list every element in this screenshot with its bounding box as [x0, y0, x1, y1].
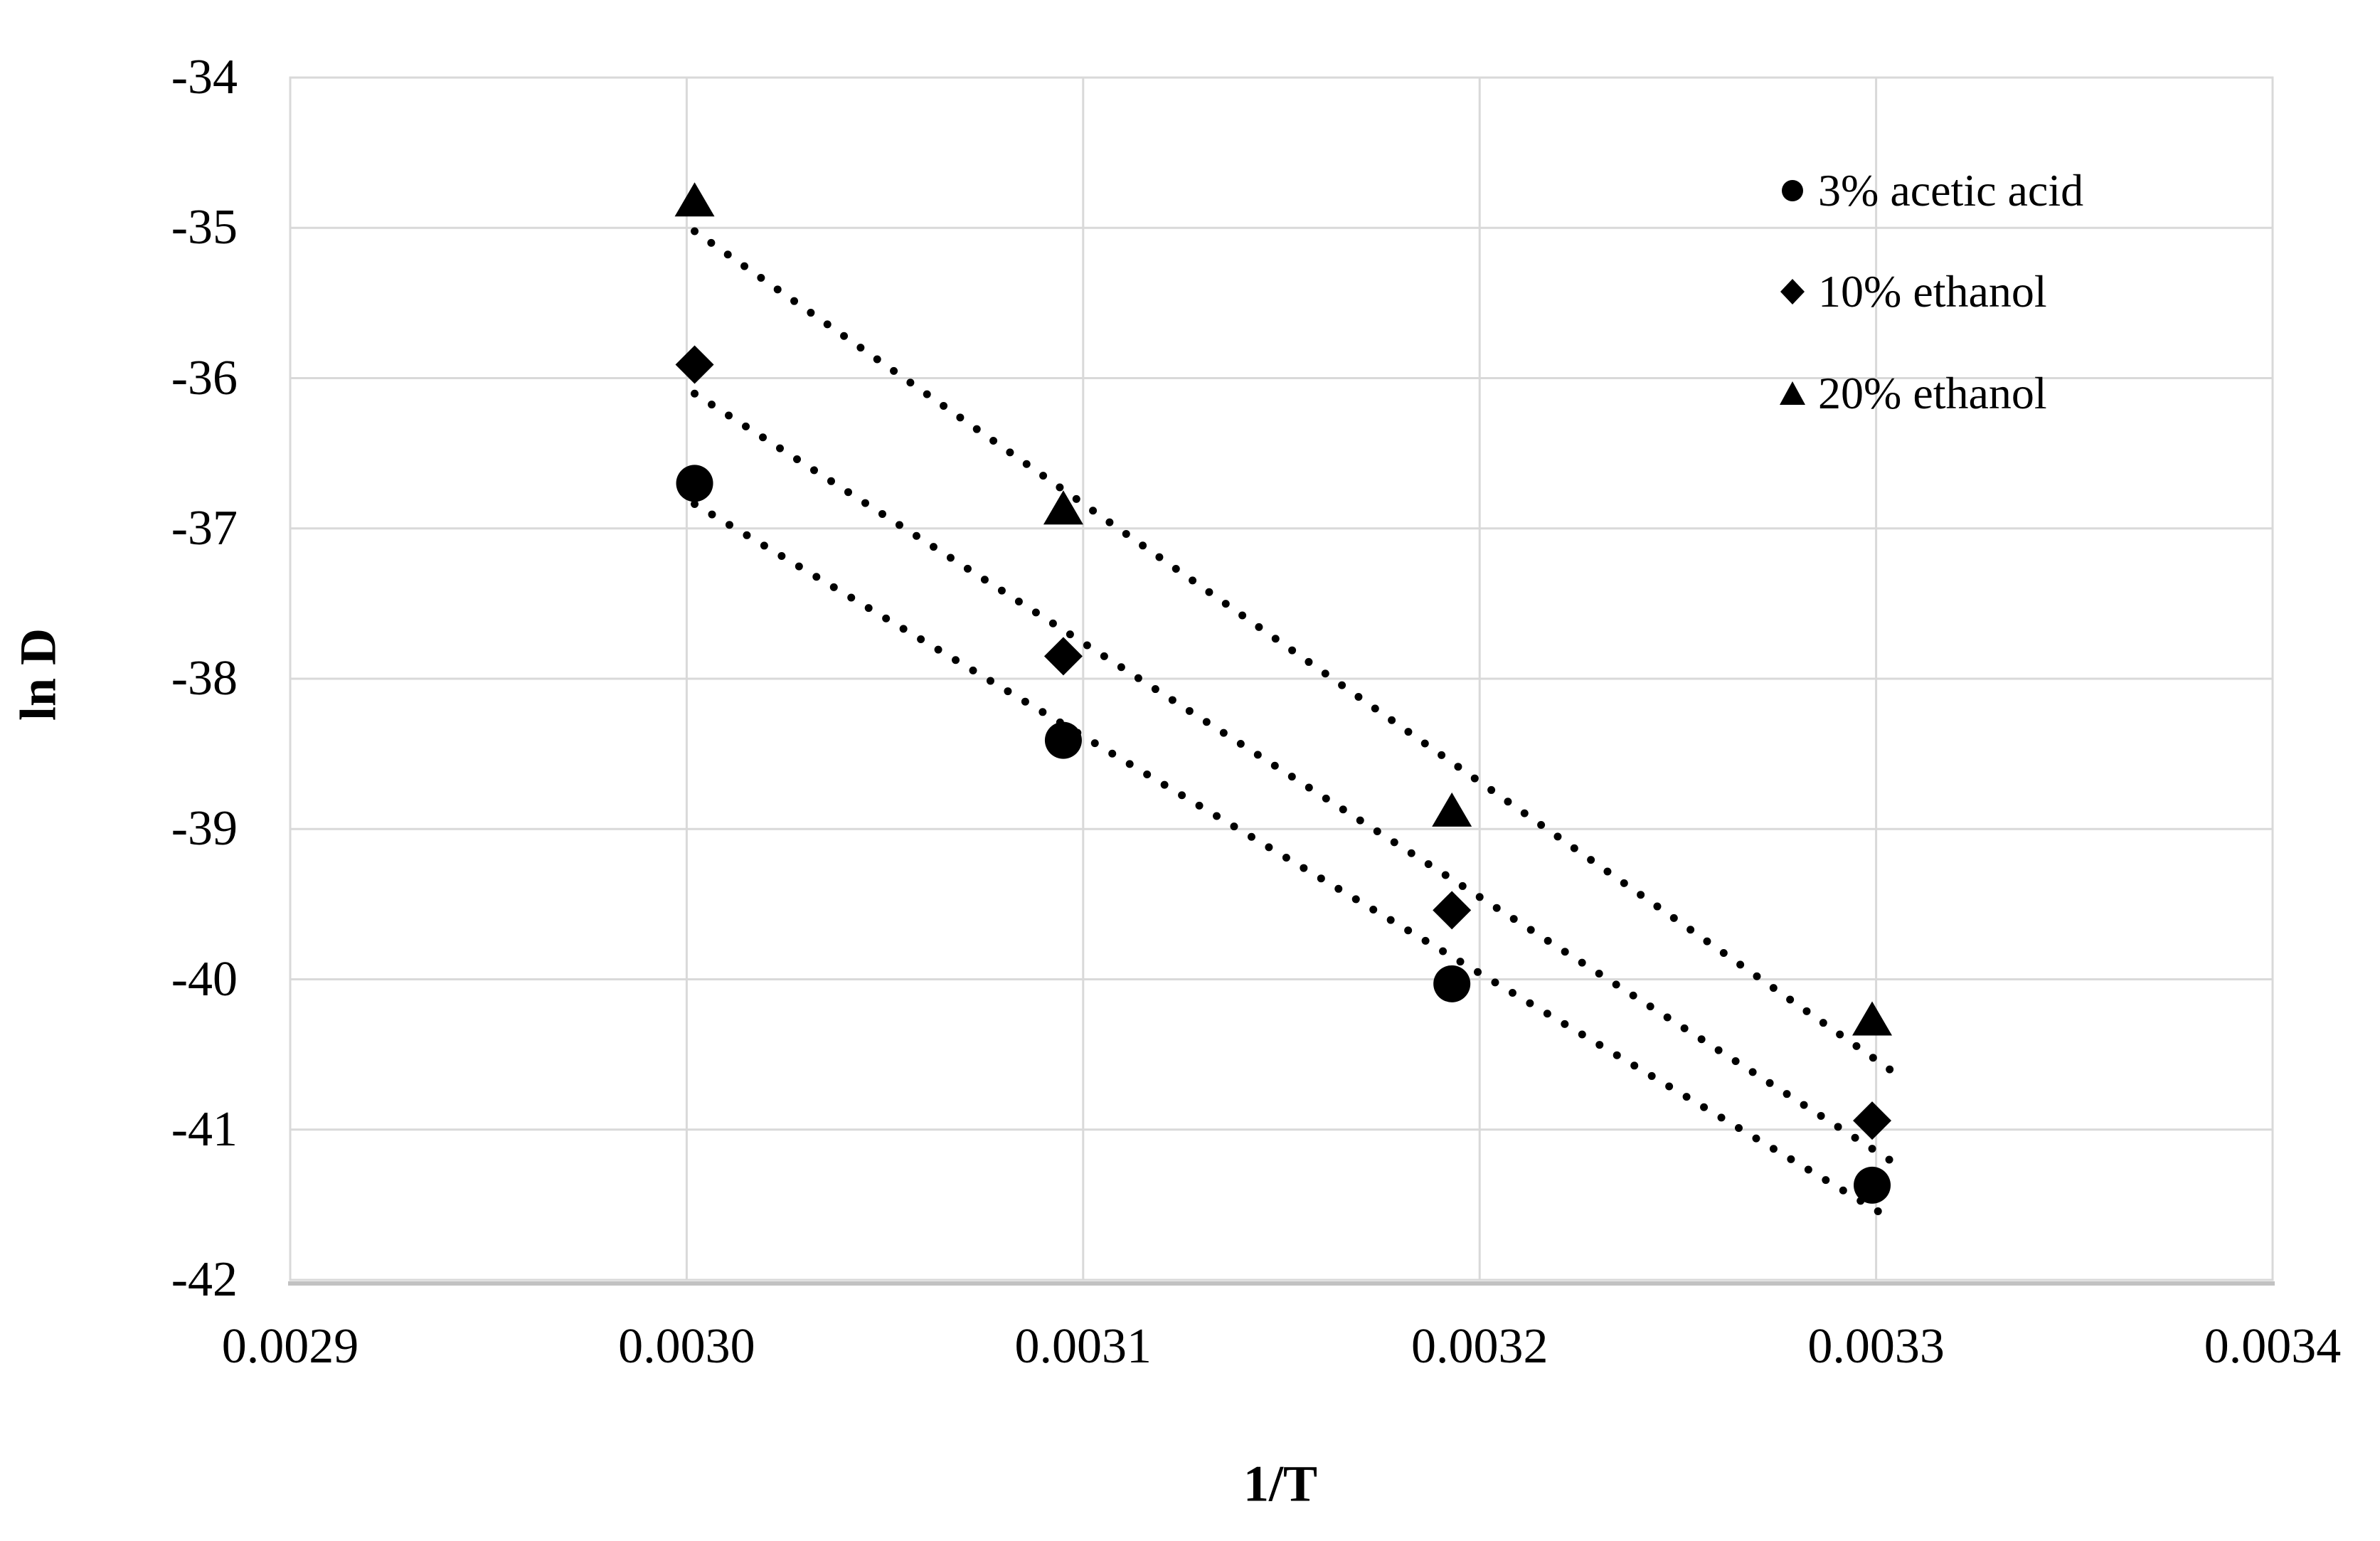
y-tick-label: -34: [171, 50, 238, 105]
x-tick-label: 0.0033: [1807, 1319, 1945, 1374]
plot-border: [289, 76, 2274, 1281]
legend-label: 20% ethanol: [1818, 368, 2047, 418]
x-tick-label: 0.0034: [2204, 1319, 2342, 1374]
legend-item: 3% acetic acid: [1777, 162, 2083, 219]
y-tick-label: -36: [171, 350, 238, 406]
x-tick-label: 0.0030: [618, 1319, 755, 1374]
legend-item: 20% ethanol: [1777, 365, 2047, 422]
y-tick-label: -35: [171, 200, 238, 255]
diamond-data-marker: [675, 345, 714, 384]
legend-label: 3% acetic acid: [1818, 165, 2084, 216]
x-tick-label: 0.0029: [221, 1319, 359, 1374]
triangle-data-marker: [1852, 1001, 1893, 1036]
circle-data-marker: [1044, 721, 1082, 759]
trendline: [691, 227, 1896, 1075]
diamond-data-marker: [1043, 637, 1083, 676]
y-tick-label: -38: [171, 651, 238, 706]
circle-data-marker: [1854, 1166, 1891, 1204]
legend-label: 10% ethanol: [1818, 266, 2047, 317]
circle-data-marker: [676, 465, 713, 502]
circle-marker-icon: [1782, 180, 1803, 201]
y-tick-label: -40: [171, 951, 238, 1007]
y-tick-label: -41: [171, 1101, 238, 1157]
diamond-data-marker: [1853, 1101, 1892, 1140]
triangle-data-marker: [1043, 490, 1083, 525]
y-axis-title: ln D: [9, 627, 67, 721]
y-tick-label: -39: [171, 801, 238, 857]
triangle-data-marker: [674, 182, 715, 217]
x-tick-label: 0.0032: [1411, 1319, 1548, 1374]
trendline: [691, 389, 1896, 1165]
diamond-data-marker: [1433, 891, 1472, 930]
legend-item: 10% ethanol: [1777, 263, 2047, 320]
y-tick-label: -37: [171, 500, 238, 556]
trendline: [691, 499, 1896, 1224]
x-axis-title: 1/T: [1243, 1455, 1318, 1513]
y-tick-label: -42: [171, 1252, 238, 1307]
circle-data-marker: [1433, 965, 1471, 1002]
x-tick-label: 0.0031: [1014, 1319, 1152, 1374]
diamond-marker-icon: [1780, 279, 1805, 305]
triangle-data-marker: [1432, 792, 1472, 827]
triangle-marker-icon: [1780, 381, 1805, 405]
